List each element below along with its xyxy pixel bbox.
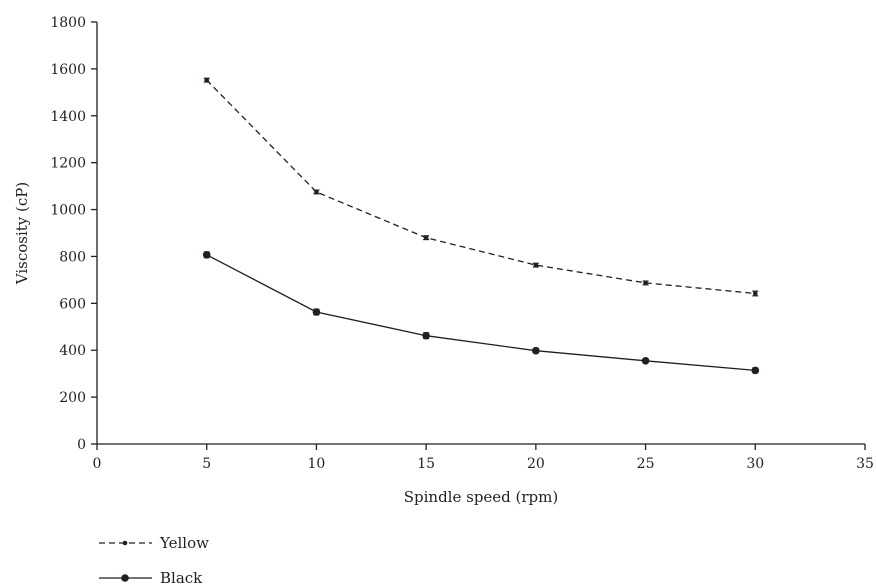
y-tick-label: 1400 (50, 109, 86, 125)
x-tick-label: 35 (856, 456, 874, 472)
data-point (314, 189, 319, 195)
y-tick-label: 1600 (50, 62, 86, 78)
series-line-yellow (206, 79, 756, 295)
legend-marker-yellow (122, 540, 128, 546)
data-point (643, 280, 648, 286)
x-tick-label: 25 (637, 456, 655, 472)
y-axis-ticks: 0 200 400 600 800 1000 1200 1400 1600 1800 (50, 15, 97, 453)
x-tick-label: 20 (527, 456, 545, 472)
series-yellow (203, 77, 759, 297)
x-tick-label: 15 (417, 456, 435, 472)
data-point (423, 235, 429, 240)
x-tick-label: 10 (308, 456, 326, 472)
y-tick-label: 800 (59, 249, 86, 265)
series-black (202, 251, 760, 375)
data-point (751, 366, 760, 375)
y-tick-label: 1200 (50, 156, 86, 172)
legend: Yellow Black (99, 534, 209, 586)
y-tick-label: 1000 (50, 203, 86, 219)
legend-item-yellow: Yellow (99, 534, 209, 552)
data-point (422, 331, 430, 340)
y-tick-label: 1800 (50, 15, 86, 31)
legend-label-yellow: Yellow (159, 534, 209, 552)
y-tick-label: 400 (59, 343, 86, 359)
x-tick-label: 5 (202, 456, 211, 472)
series-line-black (206, 254, 756, 372)
data-point (532, 346, 540, 355)
data-point (312, 308, 321, 316)
y-axis-label: Viscosity (cP) (13, 182, 31, 285)
data-point (641, 356, 650, 365)
data-point (202, 251, 211, 259)
x-tick-label: 0 (93, 456, 102, 472)
x-tick-label: 30 (746, 456, 764, 472)
y-tick-label: 200 (59, 390, 86, 406)
x-axis-label: Spindle speed (rpm) (404, 488, 559, 506)
legend-label-black: Black (160, 569, 203, 586)
data-point (533, 262, 539, 268)
y-tick-label: 600 (59, 296, 86, 312)
legend-item-black: Black (99, 569, 203, 586)
x-axis-ticks: 0 5 10 15 20 25 30 35 (93, 444, 874, 472)
data-point (204, 77, 210, 83)
plot-area (202, 77, 760, 375)
legend-marker-black (121, 574, 129, 582)
y-tick-label: 0 (77, 437, 86, 453)
data-point (752, 291, 758, 296)
axes: 0 200 400 600 800 1000 1200 1400 1600 1800 0 5 10 15… (50, 15, 874, 472)
